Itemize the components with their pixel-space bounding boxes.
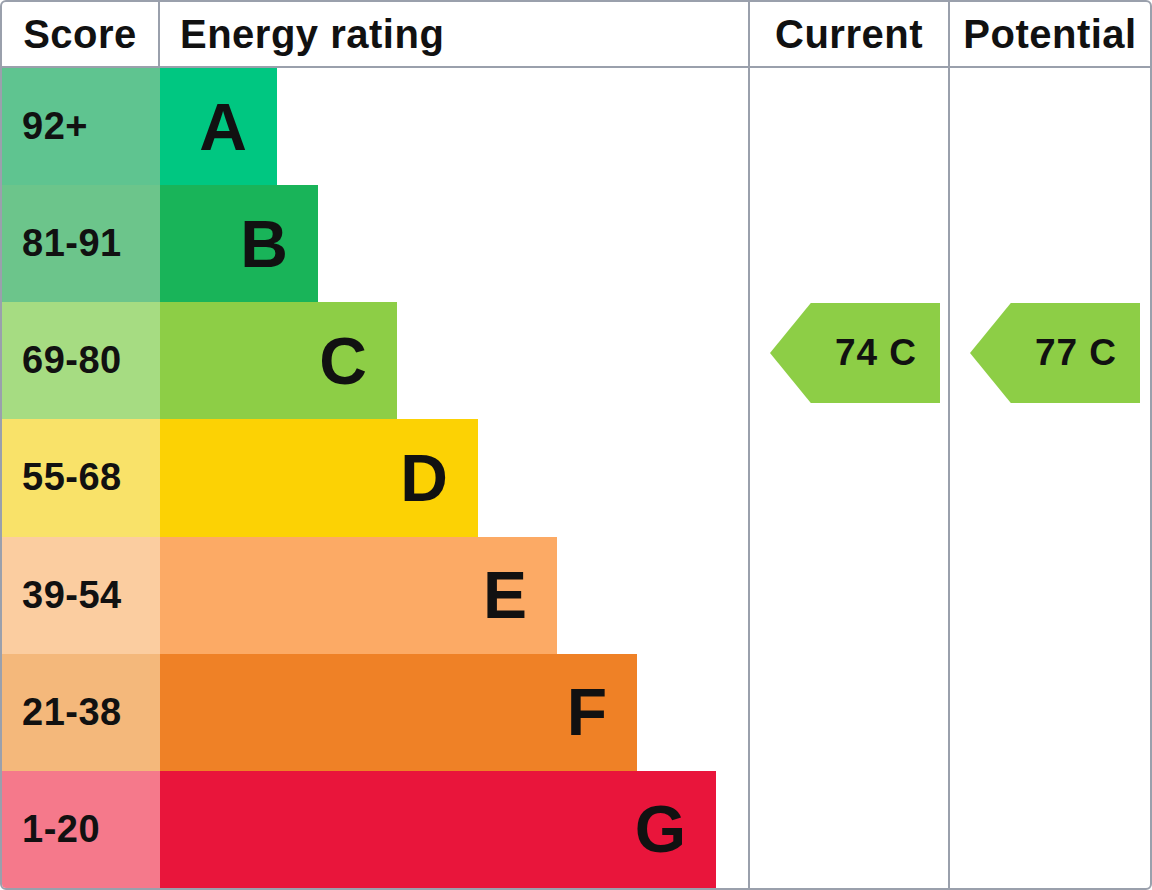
current-header: Current xyxy=(750,2,948,68)
band-letter: D xyxy=(400,445,448,511)
band-bar: B xyxy=(160,185,318,302)
score-header: Score xyxy=(2,2,160,66)
band-bar: A xyxy=(160,68,277,185)
band-score-range: 92+ xyxy=(2,68,160,185)
band-bar: D xyxy=(160,419,478,536)
chart-column: Score Energy rating 92+ A 81-91 B 69-80 … xyxy=(2,2,748,888)
band-score-range: 55-68 xyxy=(2,419,160,536)
band-row-d: 55-68 D xyxy=(2,419,748,536)
band-score-range: 81-91 xyxy=(2,185,160,302)
potential-header: Potential xyxy=(950,2,1150,68)
band-row-e: 39-54 E xyxy=(2,537,748,654)
current-column: Current 74 C xyxy=(750,2,948,888)
band-letter: G xyxy=(635,796,686,862)
current-rating-arrow: 74 C xyxy=(770,303,940,403)
epc-chart: Score Energy rating 92+ A 81-91 B 69-80 … xyxy=(0,0,1152,890)
band-row-c: 69-80 C xyxy=(2,302,748,419)
band-letter: E xyxy=(483,562,527,628)
band-score-range: 1-20 xyxy=(2,771,160,888)
band-bar: C xyxy=(160,302,397,419)
band-row-a: 92+ A xyxy=(2,68,748,185)
potential-column: Potential 77 C xyxy=(950,2,1150,888)
potential-rating-label: 77 C xyxy=(1035,332,1117,374)
chart-header-row: Score Energy rating xyxy=(2,2,748,68)
band-letter: B xyxy=(240,211,288,277)
band-rows: 92+ A 81-91 B 69-80 C 55-68 D 39-54 E 21… xyxy=(2,68,748,888)
band-score-range: 21-38 xyxy=(2,654,160,771)
potential-rating-arrow: 77 C xyxy=(970,303,1140,403)
current-column-body: 74 C xyxy=(750,68,948,888)
band-row-b: 81-91 B xyxy=(2,185,748,302)
band-letter: F xyxy=(567,679,607,745)
band-bar: G xyxy=(160,771,716,888)
band-bar: F xyxy=(160,654,637,771)
potential-column-body: 77 C xyxy=(950,68,1150,888)
band-bar: E xyxy=(160,537,557,654)
band-letter: A xyxy=(199,94,247,160)
band-row-f: 21-38 F xyxy=(2,654,748,771)
current-rating-label: 74 C xyxy=(835,332,917,374)
band-score-range: 69-80 xyxy=(2,302,160,419)
band-letter: C xyxy=(319,328,367,394)
energy-rating-header: Energy rating xyxy=(160,2,748,66)
band-score-range: 39-54 xyxy=(2,537,160,654)
band-row-g: 1-20 G xyxy=(2,771,748,888)
